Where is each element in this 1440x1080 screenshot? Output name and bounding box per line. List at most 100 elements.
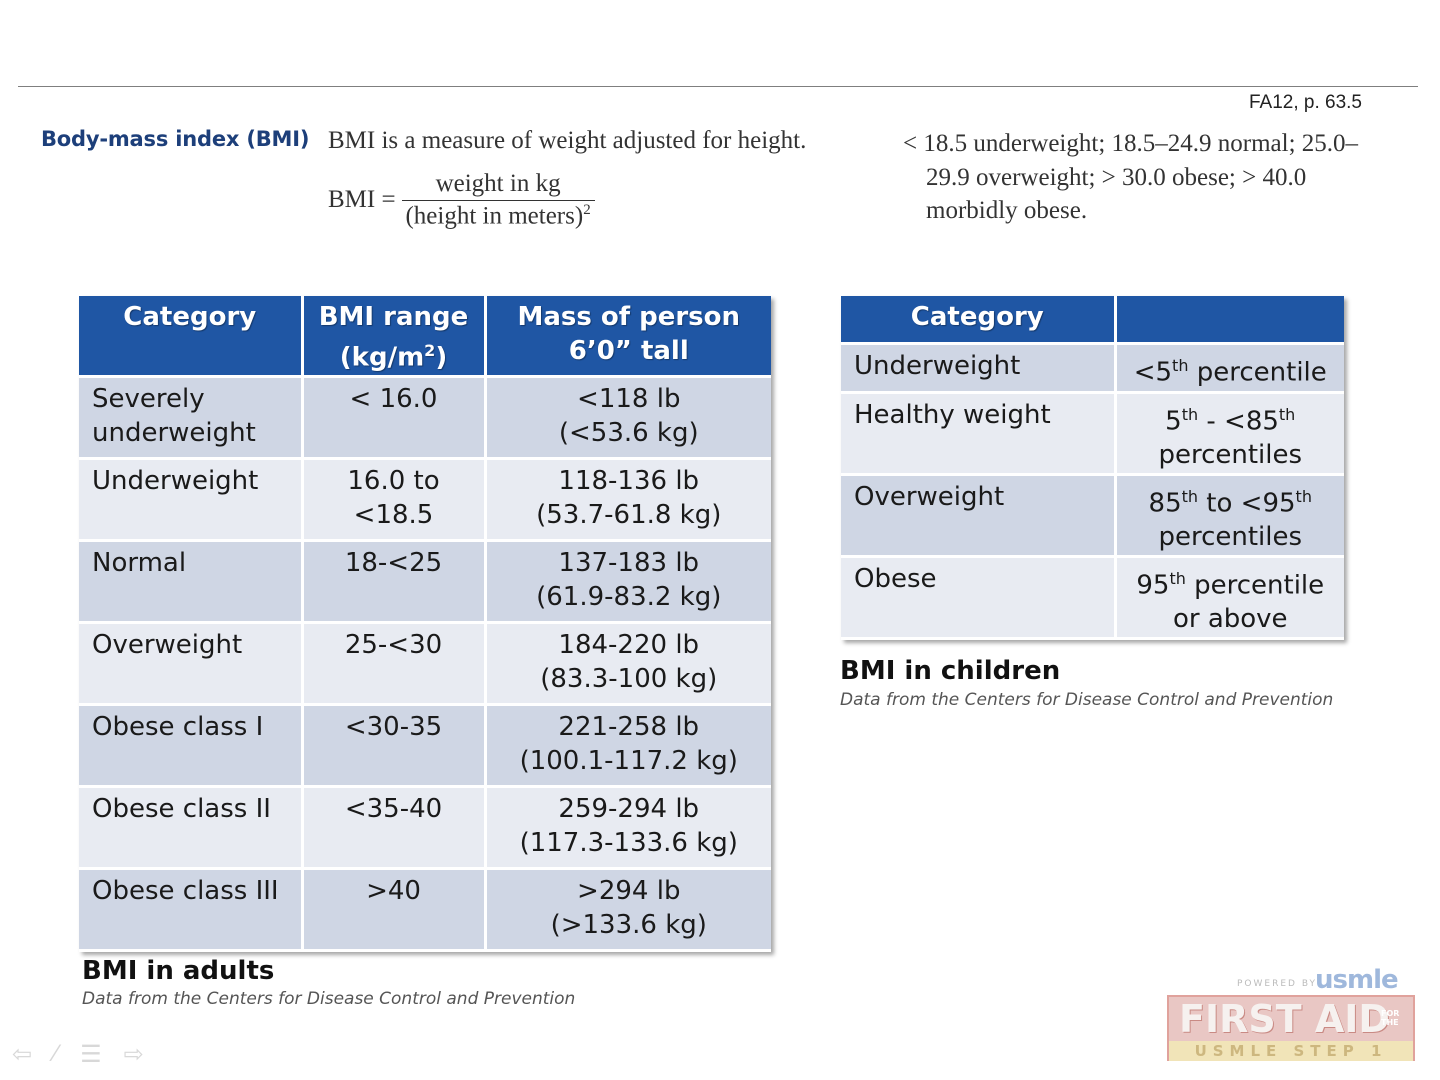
- bmi-range-cell: <30-35: [302, 704, 487, 788]
- mass-lb: 221-258 lb: [558, 711, 700, 742]
- table-row: Overweight 25-<30 184-220 lb (83.3-100 kg…: [79, 622, 771, 706]
- adult-bmi-table: Category BMI range (kg/m2) Mass of person…: [79, 296, 771, 952]
- mass-lb: <118 lb: [577, 383, 681, 414]
- mass-kg: (61.9-83.2 kg): [536, 581, 722, 612]
- category-cell: Severely underweight: [79, 376, 304, 460]
- header-range-post: ): [435, 342, 448, 373]
- percentile-value: 85: [1148, 488, 1182, 519]
- mass-cell: >294 lb (>133.6 kg): [485, 868, 771, 952]
- table-row: Overweight 85th to <95th percentiles: [841, 474, 1344, 558]
- percentile-text: to <95: [1198, 488, 1296, 519]
- mass-cell: 221-258 lb (100.1-117.2 kg): [485, 704, 771, 788]
- bmi-ranges-text: < 18.5 underweight; 18.5–24.9 normal; 25…: [903, 130, 1359, 224]
- mass-cell: 259-294 lb (117.3-133.6 kg): [485, 786, 771, 870]
- bmi-range-cell: 18-<25: [302, 540, 487, 624]
- percentile-line2: percentiles: [1158, 522, 1303, 553]
- mass-kg: (>133.6 kg): [550, 909, 707, 940]
- mass-lb: 259-294 lb: [558, 793, 700, 824]
- mass-kg: (53.7-61.8 kg): [536, 499, 722, 530]
- logo-box: FIRST AID FOR THE USMLE STEP 1: [1167, 995, 1415, 1061]
- ordinal-suffix: th: [1172, 355, 1189, 375]
- logo-step: USMLE STEP 1: [1169, 1041, 1413, 1061]
- category-cell: Obese class I: [79, 704, 304, 788]
- mass-cell: <118 lb (<53.6 kg): [485, 376, 771, 460]
- header-mass-line1: Mass of person: [517, 302, 741, 332]
- bmi-range-cell: < 16.0: [302, 376, 487, 460]
- ordinal-suffix: th: [1295, 486, 1312, 506]
- header-mass-line2: 6’0” tall: [568, 336, 689, 366]
- category-cell: Obese class II: [79, 786, 304, 870]
- menu-icon[interactable]: ☰: [80, 1041, 102, 1068]
- mass-kg: (<53.6 kg): [558, 417, 699, 448]
- header-percentile: [1115, 296, 1344, 345]
- table-row: Underweight <5th percentile: [841, 343, 1344, 394]
- header-range-pre: (kg/m: [339, 342, 425, 373]
- first-aid-logo: POWERED BY usmle FIRST AID FOR THE USMLE…: [1167, 965, 1415, 1065]
- mass-cell: 184-220 lb (83.3-100 kg): [485, 622, 771, 706]
- header-range-line1: BMI range: [318, 302, 469, 332]
- formula-lhs: BMI =: [328, 186, 396, 214]
- header-category: Category: [79, 296, 304, 378]
- percentile-text: - <85: [1198, 406, 1279, 437]
- mass-kg: (117.3-133.6 kg): [519, 827, 738, 858]
- percentile-line2: percentiles: [1158, 440, 1303, 471]
- mass-cell: 137-183 lb (61.9-83.2 kg): [485, 540, 771, 624]
- adult-table-caption: BMI in adults: [82, 956, 275, 986]
- logo-first-aid: FIRST AID: [1179, 997, 1390, 1041]
- table-row: Obese class I <30-35 221-258 lb (100.1-11…: [79, 704, 771, 788]
- mass-lb: 137-183 lb: [558, 547, 700, 578]
- percentile-value: <5: [1133, 357, 1173, 388]
- category-cell: Overweight: [841, 474, 1117, 558]
- percentile-line2: or above: [1172, 604, 1288, 635]
- category-cell: Healthy weight: [841, 392, 1117, 476]
- percentile-text: percentile: [1185, 570, 1325, 601]
- header-range-sup: 2: [424, 341, 436, 360]
- percentile-cell: 85th to <95th percentiles: [1115, 474, 1344, 558]
- category-cell: Underweight: [841, 343, 1117, 394]
- bmi-range-text: 16.0 to <18.5: [347, 465, 440, 530]
- category-cell: Overweight: [79, 622, 304, 706]
- ordinal-suffix: th: [1181, 486, 1199, 506]
- arrow-left-icon[interactable]: ⇦: [12, 1041, 33, 1068]
- header-mass: Mass of person 6’0” tall: [485, 296, 771, 378]
- percentile-value: 95: [1136, 570, 1170, 601]
- logo-for-the: FOR THE: [1381, 1009, 1400, 1027]
- mass-lb: 184-220 lb: [558, 629, 700, 660]
- percentile-value: 5: [1165, 406, 1182, 437]
- logo-usmle: usmle: [1315, 965, 1399, 995]
- table-row: Obese 95th percentile or above: [841, 556, 1344, 640]
- ordinal-suffix: th: [1278, 404, 1296, 424]
- logo-powered-by: POWERED BY: [1237, 979, 1318, 989]
- table-row: Healthy weight 5th - <85th percentiles: [841, 392, 1344, 476]
- bmi-range-cell: >40: [302, 868, 487, 952]
- page-reference: FA12, p. 63.5: [1248, 92, 1362, 113]
- formula-denominator: (height in meters)2: [405, 201, 590, 230]
- child-bmi-table: Category Underweight <5th percentile Hea…: [841, 296, 1344, 640]
- slide-navigation: ⇦ ∕ ☰ ⇨: [12, 1040, 144, 1069]
- table-row: Severely underweight < 16.0 <118 lb (<53.…: [79, 376, 771, 460]
- header-category: Category: [841, 296, 1117, 345]
- category-cell: Underweight: [79, 458, 304, 542]
- child-table-caption: BMI in children: [840, 656, 1061, 686]
- table-header-row: Category BMI range (kg/m2) Mass of person…: [79, 296, 771, 378]
- percentile-cell: 95th percentile or above: [1115, 556, 1344, 640]
- percentile-text: percentile: [1188, 357, 1327, 388]
- bmi-range-cell: <35-40: [302, 786, 487, 870]
- percentile-cell: 5th - <85th percentiles: [1115, 392, 1344, 476]
- mass-kg: (83.3-100 kg): [540, 663, 718, 694]
- mass-cell: 118-136 lb (53.7-61.8 kg): [485, 458, 771, 542]
- table-row: Underweight 16.0 to <18.5 118-136 lb (53.…: [79, 458, 771, 542]
- section-heading: Body-mass index (BMI): [41, 127, 310, 151]
- table-row: Obese class II <35-40 259-294 lb (117.3-1…: [79, 786, 771, 870]
- top-rule: [18, 86, 1418, 87]
- child-table-source: Data from the Centers for Disease Contro…: [840, 690, 1334, 710]
- table-row: Obese class III >40 >294 lb (>133.6 kg): [79, 868, 771, 952]
- mass-lb: >294 lb: [577, 875, 681, 906]
- bmi-range-cell: 16.0 to <18.5: [302, 458, 487, 542]
- adult-table-source: Data from the Centers for Disease Contro…: [82, 989, 576, 1009]
- formula-fraction: weight in kg (height in meters)2: [401, 170, 595, 230]
- arrow-right-icon[interactable]: ⇨: [123, 1041, 144, 1068]
- bmi-range-cell: 25-<30: [302, 622, 487, 706]
- category-cell: Obese class III: [79, 868, 304, 952]
- pen-icon[interactable]: ∕: [54, 1040, 59, 1067]
